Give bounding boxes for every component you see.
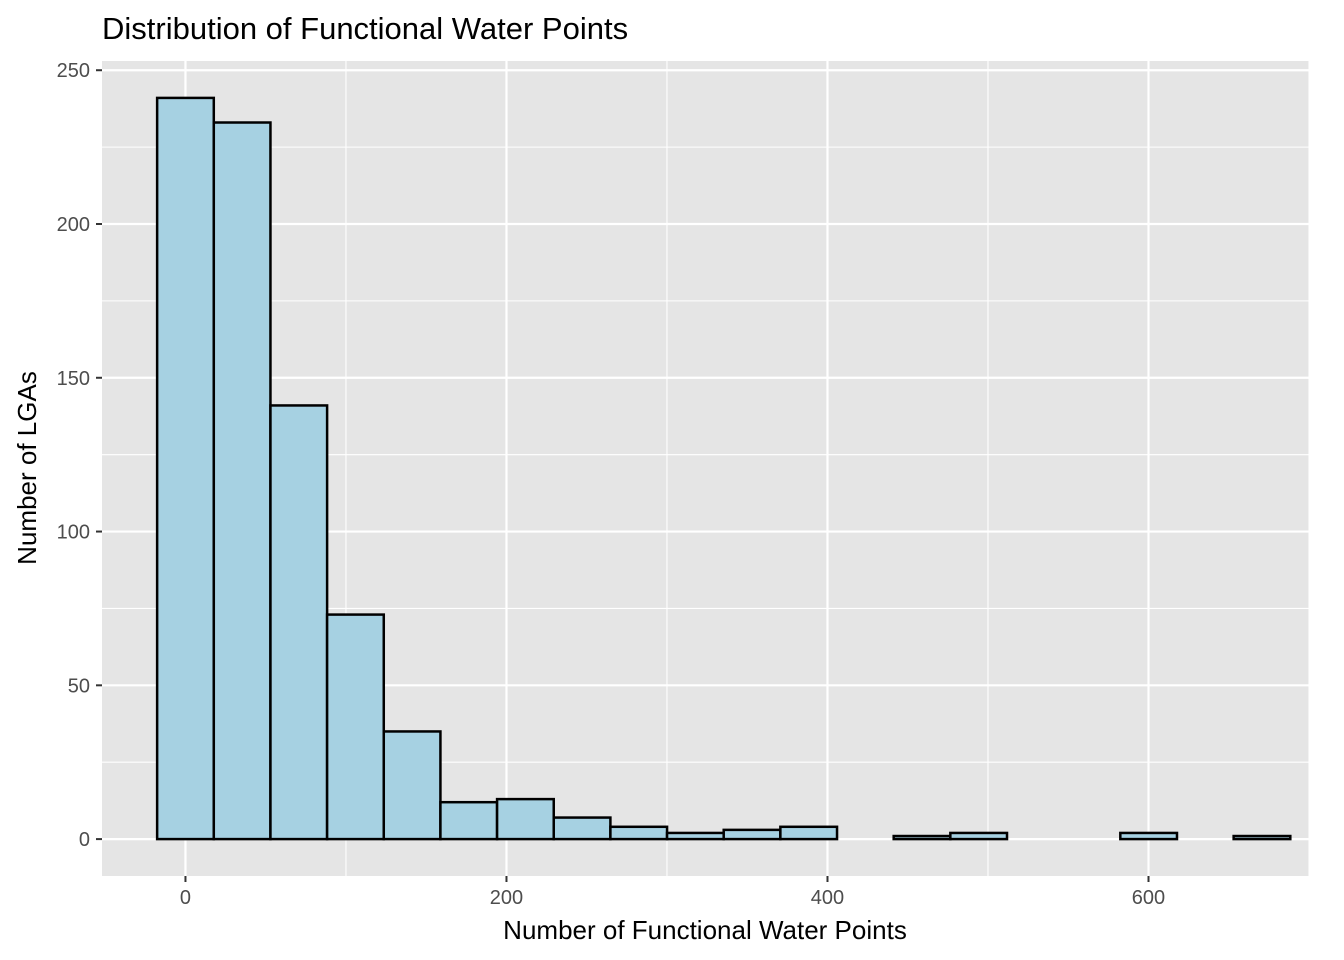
histogram-bar: [1232, 834, 1292, 841]
histogram-bar: [665, 831, 725, 841]
y-tick-label: 200: [57, 214, 90, 236]
histogram-bar: [722, 828, 782, 841]
histogram-bar: [892, 834, 952, 841]
histogram-bar: [439, 800, 499, 841]
x-axis-title: Number of Functional Water Points: [503, 915, 907, 945]
histogram-bar: [269, 404, 329, 841]
y-tick-label: 150: [57, 368, 90, 390]
histogram-bars: [155, 96, 1292, 841]
axis-ticks: [96, 69, 1150, 882]
histogram-bar: [212, 121, 272, 841]
x-tick-label: 600: [1132, 887, 1165, 909]
axis-tick-labels: 0 200 400 600 0 50 100 150 200 250: [57, 60, 1166, 909]
histogram-bar: [779, 825, 839, 841]
histogram-bar: [495, 797, 555, 841]
y-tick-label: 250: [57, 60, 90, 82]
chart-title: Distribution of Functional Water Points: [102, 11, 628, 46]
histogram-bar: [382, 730, 442, 841]
x-tick-label: 0: [180, 887, 191, 909]
y-tick-label: 50: [68, 675, 90, 697]
histogram-bar: [609, 825, 669, 841]
y-tick-label: 100: [57, 522, 90, 544]
histogram-bar: [155, 96, 216, 841]
y-tick-label: 0: [79, 829, 90, 851]
x-tick-label: 400: [811, 887, 844, 909]
minor-gridlines: [102, 61, 1310, 876]
histogram-bar: [552, 816, 612, 841]
histogram-bar: [325, 613, 386, 841]
x-tick-label: 200: [490, 887, 523, 909]
y-axis-title: Number of LGAs: [12, 371, 42, 565]
histogram-bar: [949, 831, 1009, 841]
histogram-bar: [1119, 831, 1179, 841]
